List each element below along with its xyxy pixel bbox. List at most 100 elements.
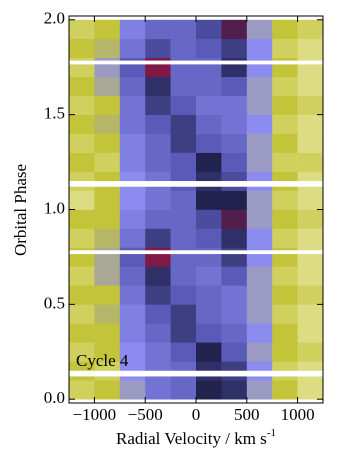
heatmap-cell (145, 133, 171, 153)
y-tick-label: 0.0 (44, 388, 65, 407)
heatmap-cell (119, 285, 146, 305)
heatmap-cell (94, 304, 121, 324)
heatmap-cell (119, 152, 146, 172)
heatmap-cell (272, 285, 298, 305)
heatmap-cell (246, 304, 273, 324)
heatmap-cell (272, 95, 298, 115)
heatmap-cell (94, 209, 121, 229)
heatmap-cell (297, 342, 324, 362)
heatmap-cell (297, 209, 324, 229)
heatmap-cell (272, 380, 298, 400)
heatmap-cell (69, 133, 95, 153)
heatmap-cell (170, 342, 197, 362)
heatmap-cell (297, 114, 324, 134)
heatmap-cell (170, 133, 197, 153)
heatmap-cell (221, 76, 248, 96)
heatmap-cell (69, 190, 95, 210)
heatmap-cell (69, 209, 95, 229)
heatmap-cell (246, 380, 273, 400)
annotation: Cycle 4 (76, 351, 129, 370)
heatmap-cell (221, 133, 248, 153)
heatmap-cell (94, 190, 121, 210)
heatmap-cell (272, 38, 298, 59)
heatmap-cell (145, 190, 171, 210)
heatmap-cell (272, 133, 298, 153)
heatmap-cell (119, 304, 146, 324)
heatmap-cell (119, 133, 146, 153)
heatmap-cell (170, 323, 197, 343)
heatmap-cell (170, 76, 197, 96)
y-tick-label: 1.5 (44, 104, 65, 123)
heatmap-cell (145, 285, 171, 305)
heatmap-cell (94, 38, 121, 59)
heatmap-cell (221, 266, 248, 286)
heatmap-cell (272, 190, 298, 210)
heatmap-cell (69, 285, 95, 305)
heatmap-cell (94, 19, 121, 40)
heatmap-cell (272, 266, 298, 286)
heatmap-cell (246, 285, 273, 305)
heatmap-cell (170, 209, 197, 229)
heatmap-cell (246, 323, 273, 343)
heatmap-cell (69, 323, 95, 343)
heatmap-cell (94, 76, 121, 96)
heatmap (69, 19, 324, 400)
heatmap-cell (246, 133, 273, 153)
heatmap-cell (196, 209, 222, 229)
heatmap-cell (170, 152, 197, 172)
heatmap-cell (272, 152, 298, 172)
heatmap-cell (69, 38, 95, 59)
heatmap-cell (145, 38, 171, 59)
heatmap-cell (196, 95, 222, 115)
heatmap-cell (119, 38, 146, 59)
chart: Radial Velocity / km s-1 Orbital Phase −… (11, 9, 324, 448)
heatmap-cell (119, 95, 146, 115)
heatmap-cell (297, 190, 324, 210)
heatmap-cell (145, 323, 171, 343)
heatmap-cell (145, 76, 171, 96)
heatmap-cell (170, 95, 197, 115)
heatmap-cell (272, 114, 298, 134)
x-tick-label: −500 (128, 405, 163, 424)
heatmap-cell (196, 304, 222, 324)
heatmap-cell (119, 380, 146, 400)
heatmap-cell (69, 19, 95, 40)
heatmap-cell (69, 380, 95, 400)
heatmap-cell (221, 342, 248, 362)
x-label-text: Radial Velocity / km s (116, 429, 267, 448)
heatmap-cell (145, 19, 171, 40)
heatmap-cell (297, 95, 324, 115)
heatmap-cell (94, 342, 121, 362)
heatmap-cell (221, 380, 248, 400)
heatmap-cell (297, 228, 324, 248)
x-tick-label: 500 (234, 405, 260, 424)
heatmap-cell (297, 323, 324, 343)
heatmap-cell (246, 342, 273, 362)
data-gap (69, 250, 323, 255)
x-axis-label: Radial Velocity / km s-1 (116, 427, 276, 448)
heatmap-cell (94, 152, 121, 172)
heatmap-cell (170, 380, 197, 400)
heatmap-cell (119, 19, 146, 40)
heatmap-cell (196, 342, 222, 362)
heatmap-cell (221, 304, 248, 324)
heatmap-cell (272, 228, 298, 248)
heatmap-cell (145, 152, 171, 172)
heatmap-cell (246, 38, 273, 59)
heatmap-cell (145, 95, 171, 115)
heatmap-cell (196, 266, 222, 286)
heatmap-cell (145, 342, 171, 362)
y-tick-label: 2.0 (44, 9, 65, 28)
heatmap-cell (196, 19, 222, 40)
heatmap-cell (94, 95, 121, 115)
heatmap-cell (94, 228, 121, 248)
heatmap-cell (94, 114, 121, 134)
heatmap-cell (221, 38, 248, 59)
y-tick-label: 0.5 (44, 293, 65, 312)
heatmap-cell (145, 304, 171, 324)
x-label-sup: -1 (267, 427, 276, 439)
x-tick-label: 1000 (281, 405, 315, 424)
heatmap-cell (196, 114, 222, 134)
heatmap-cell (94, 380, 121, 400)
heatmap-cell (170, 190, 197, 210)
